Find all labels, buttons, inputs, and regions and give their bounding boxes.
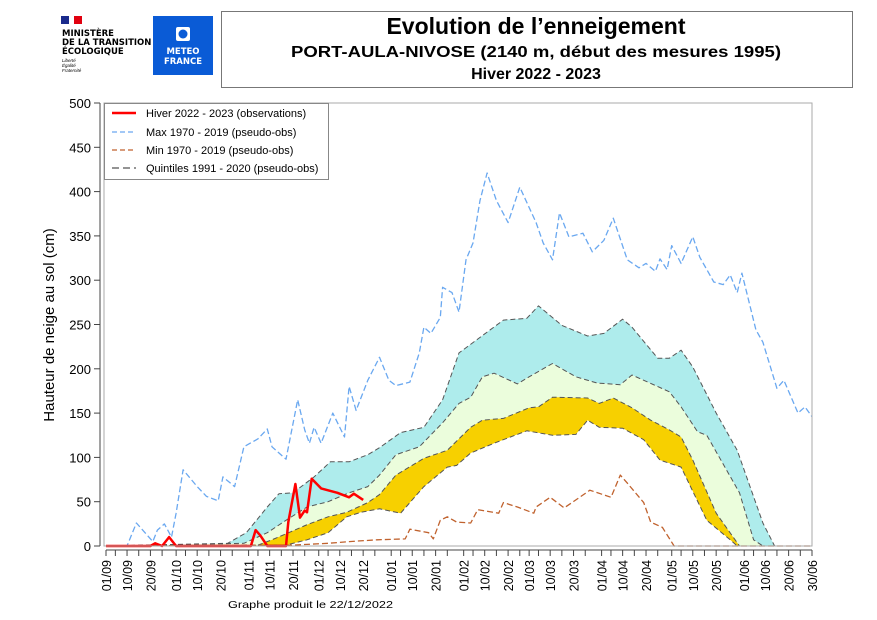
ministry-line-2: DE LA TRANSITION <box>62 38 151 48</box>
ministry-line-1: MINISTÈRE <box>62 27 114 39</box>
meteo-logo-icon-circle <box>178 29 188 39</box>
x-tick-label: 20/11 <box>287 560 301 590</box>
flag-white <box>69 16 74 24</box>
x-tick-label: 20/10 <box>215 560 229 591</box>
x-tick-label: 10/06 <box>759 560 773 591</box>
ministry-logo: MINISTÈRE DE LA TRANSITION ÉCOLOGIQUE Li… <box>61 16 151 73</box>
x-tick-label: 30/06 <box>806 560 820 591</box>
plot-frame <box>103 102 813 547</box>
x-axis: 01/09 10/09 20/09 01/10 10/10 20/10 01/11 10/11… <box>100 549 820 591</box>
y-tick-label: 200 <box>69 362 91 377</box>
x-tick-label: 20/05 <box>710 560 724 591</box>
y-tick-label: 450 <box>69 140 91 155</box>
x-tick-label: 20/06 <box>783 560 797 591</box>
quintile-line-q20 <box>105 419 812 547</box>
x-tick-label: 01/04 <box>596 560 610 591</box>
production-date: Graphe produit le 22/12/2022 <box>228 599 393 611</box>
max-line <box>106 172 813 547</box>
meteo-logo-line-2: FRANCE <box>164 57 202 67</box>
x-tick-label: 20/12 <box>357 560 371 591</box>
legend-label-min: Min 1970 - 2019 (pseudo-obs) <box>146 145 293 157</box>
y-tick-label: 250 <box>69 318 91 333</box>
x-tick-label: 01/11 <box>243 560 257 590</box>
x-tick-label: 10/04 <box>617 560 631 591</box>
min-line <box>105 474 812 547</box>
legend-label-quintiles: Quintiles 1991 - 2020 (pseudo-obs) <box>146 163 318 175</box>
x-tick-label: 10/10 <box>191 560 205 591</box>
x-tick-label: 01/05 <box>666 560 680 591</box>
y-tick-label: 150 <box>69 406 91 421</box>
quintile-bands <box>106 305 812 546</box>
y-tick-label: 100 <box>69 450 91 465</box>
title-box <box>221 11 853 88</box>
motto-line-2: Égalité <box>62 62 76 68</box>
band-q40-q60 <box>106 363 812 546</box>
x-tick-label: 01/06 <box>738 560 752 591</box>
y-tick-label: 0 <box>84 539 91 554</box>
x-tick-label: 20/03 <box>568 560 582 591</box>
x-tick-label: 10/05 <box>687 560 701 591</box>
meteo-logo-line-1: METEO <box>166 47 199 57</box>
y-axis-title: Hauteur de neige au sol (cm) <box>41 228 58 421</box>
meteo-france-logo: METEO FRANCE <box>153 16 213 75</box>
x-tick-label: 10/03 <box>544 560 558 591</box>
motto-line-3: Fraternité <box>62 68 82 73</box>
x-tick-label: 01/09 <box>100 560 114 591</box>
x-tick-label: 20/02 <box>502 560 516 591</box>
legend: Hiver 2022 - 2023 (observations) Max 197… <box>104 103 329 180</box>
legend-label-max: Max 1970 - 2019 (pseudo-obs) <box>146 127 296 139</box>
series-lines <box>105 172 813 548</box>
band-q60-q80 <box>106 305 812 546</box>
x-tick-label: 01/10 <box>170 560 184 591</box>
motto-line-1: Liberté <box>62 58 76 63</box>
flag-blue <box>61 16 69 24</box>
x-tick-label: 10/01 <box>406 560 420 591</box>
y-tick-label: 400 <box>69 185 91 200</box>
quintile-line-q40 <box>105 396 812 547</box>
x-tick-label: 20/09 <box>144 560 158 591</box>
band-q20-q40 <box>106 397 812 546</box>
y-tick-label: 50 <box>77 495 91 510</box>
x-tick-label: 01/12 <box>313 560 327 591</box>
quintile-line-q60 <box>105 363 812 547</box>
y-axis: 0 50 100 150 200 250 300 350 400 450 500 <box>69 96 101 554</box>
x-tick-label: 10/02 <box>479 560 493 591</box>
legend-box <box>104 103 329 180</box>
x-tick-label: 20/04 <box>640 560 654 591</box>
x-tick-label: 01/02 <box>458 560 472 591</box>
x-tick-label: 10/09 <box>121 560 135 591</box>
x-tick-label: 10/12 <box>334 560 348 591</box>
y-tick-label: 300 <box>69 273 91 288</box>
observations-line <box>106 477 364 548</box>
chart-subtitle: PORT-AULA-NIVOSE (2140 m, début des mesu… <box>291 44 781 61</box>
season-label: Hiver 2022 - 2023 <box>471 66 601 83</box>
legend-label-observations: Hiver 2022 - 2023 (observations) <box>146 108 306 120</box>
x-tick-label: 10/11 <box>264 560 278 590</box>
x-tick-label: 20/01 <box>430 560 444 591</box>
flag-red <box>74 16 82 24</box>
chart-title: Evolution de l’enneigement <box>386 13 685 39</box>
meteo-logo-background <box>153 16 213 75</box>
x-tick-label: 01/01 <box>385 560 399 591</box>
ministry-line-3: ÉCOLOGIQUE <box>62 45 124 57</box>
y-tick-label: 500 <box>69 96 91 111</box>
y-tick-label: 350 <box>69 229 91 244</box>
x-tick-label: 01/03 <box>523 560 537 591</box>
